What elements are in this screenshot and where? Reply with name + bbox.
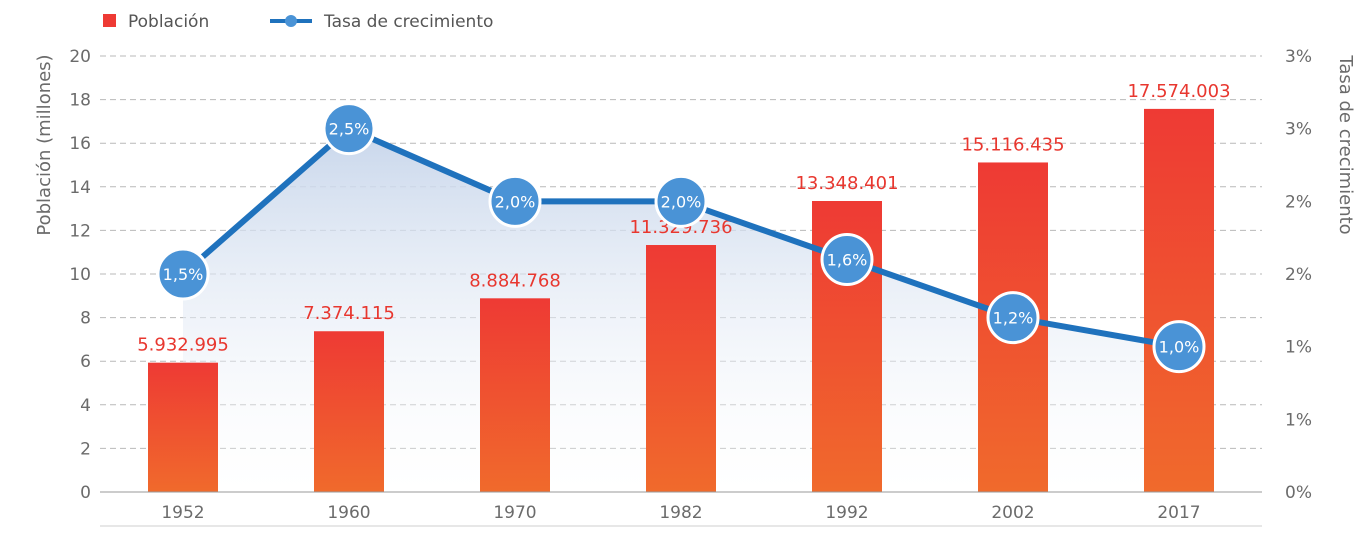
y-tick-label-left: 0 [80,483,91,503]
y-tick-label-right: 1% [1285,410,1312,430]
y-tick-label-left: 10 [69,265,91,285]
legend-swatch-bar [103,14,116,27]
y-tick-label-right: 2% [1285,192,1312,212]
y-tick-label-left: 20 [69,47,91,67]
bar-poblacion-1982 [646,245,716,492]
bar-value-label: 15.116.435 [961,134,1064,155]
bar-value-label: 8.884.768 [469,270,561,291]
rate-point-1982 [654,174,708,228]
rate-point-label: 1,5% [163,265,204,284]
y-tick-label-left: 8 [80,309,91,329]
y-tick-label-left: 18 [69,91,91,111]
legend-label-bar: Población [128,12,209,32]
rate-point-label: 1,2% [993,309,1034,328]
x-tick-label: 2002 [991,503,1034,523]
bar-value-label: 13.348.401 [795,173,898,194]
bar-poblacion-2017 [1144,108,1214,493]
x-tick-label: 2017 [1157,503,1200,523]
legend-label-line: Tasa de crecimiento [323,12,493,32]
rate-point-2017 [1152,320,1206,374]
rate-point-2002 [986,291,1040,345]
bar-value-label: 7.374.115 [303,303,395,324]
legend: Población Tasa de crecimiento [103,12,493,32]
rate-point-label: 2,0% [495,192,536,211]
rate-point-label: 1,0% [1159,338,1200,357]
bar-poblacion-1970 [480,298,550,492]
legend-swatch-dot [285,15,297,27]
rate-point-label: 1,6% [827,250,868,269]
x-tick-label: 1992 [825,503,868,523]
x-tick-label: 1952 [161,503,204,523]
bar-poblacion-1960 [314,331,384,492]
rate-point-1960 [322,102,376,156]
rate-point-1992 [820,232,874,286]
rate-point-1952 [156,247,210,301]
bar-value-label: 5.932.995 [137,335,229,356]
rate-point-label: 2,0% [661,192,702,211]
axes: 0 2 4 6 8 10 12 14 16 18 20 0% 1% 1% 2% 2% 3% 3% 1952 1960 1… [69,47,1312,527]
rate-point-1970 [488,174,542,228]
bar-value-label: 17.574.003 [1127,81,1230,102]
bar-poblacion-1952 [148,362,218,492]
y-tick-label-right: 3% [1285,120,1312,140]
y-tick-label-left: 16 [69,134,91,154]
y-tick-label-left: 14 [69,178,91,198]
y-tick-label-left: 4 [80,396,91,416]
rate-line-layer: 1,5% 2,5% 2,0% 2,0% 1,6% 1,2% 1,0% [156,102,1206,374]
x-tick-label: 1960 [327,503,370,523]
y-tick-label-right: 2% [1285,265,1312,285]
y-tick-label-right: 1% [1285,338,1312,358]
y-tick-label-right: 3% [1285,47,1312,67]
y-axis-title-right: Tasa de crecimiento [1335,54,1356,234]
x-tick-label: 1970 [493,503,536,523]
y-tick-label-left: 6 [80,352,91,372]
rate-point-label: 2,5% [329,120,370,139]
x-tick-label: 1982 [659,503,702,523]
y-axis-title-left: Población (millones) [34,54,55,235]
y-tick-label-left: 12 [69,221,91,241]
y-tick-label-right: 0% [1285,483,1312,503]
y-tick-label-left: 2 [80,439,91,459]
